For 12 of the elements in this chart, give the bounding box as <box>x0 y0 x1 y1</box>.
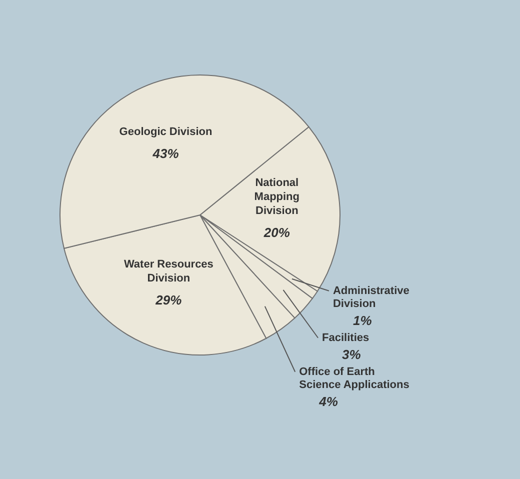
data-label: 4% <box>318 394 338 409</box>
slice-label: National Mapping Division <box>254 176 300 217</box>
data-label: 43% <box>152 146 180 162</box>
slice-label: Office of Earth Science Applications <box>299 366 410 391</box>
data-label: 1% <box>352 312 372 328</box>
data-label: 20% <box>262 224 290 240</box>
slice-label: Administrative Division <box>332 284 410 310</box>
data-label: 3% <box>342 346 362 362</box>
slice-label: Geologic Division <box>119 126 212 138</box>
data-label: 29% <box>154 292 182 308</box>
slice-label: Water Resources Division <box>124 258 214 284</box>
slice-label: Facilities <box>322 332 370 344</box>
